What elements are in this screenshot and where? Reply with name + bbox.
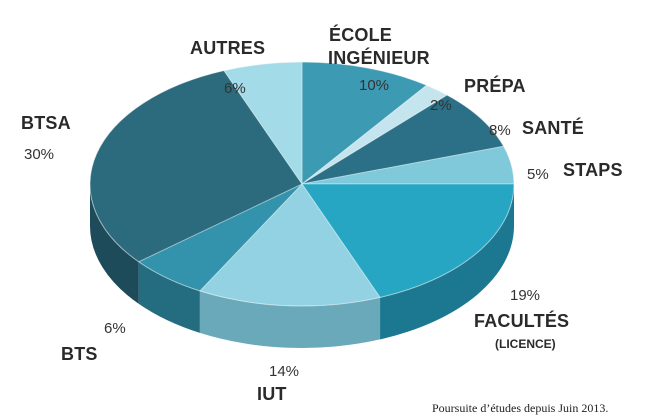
pct-facultes: 19% <box>510 287 541 304</box>
pct-iut: 14% <box>269 363 300 380</box>
pct-sante: 8% <box>489 122 511 139</box>
label-ecole-ingenieur-line1: ÉCOLE <box>329 25 393 45</box>
label-btsa: BTSA <box>21 113 71 133</box>
slice-ecole-ingenieur <box>301 61 428 186</box>
label-ecole-ingenieur-line2: INGÉNIEUR <box>328 48 430 68</box>
slice-facultes <box>301 183 515 298</box>
label-sante: SANTÉ <box>522 118 585 138</box>
label-staps: STAPS <box>563 160 623 180</box>
slice-bts <box>137 183 303 292</box>
pct-autres: 6% <box>224 80 246 97</box>
label-iut: IUT <box>257 384 287 404</box>
pie-rim <box>89 61 515 307</box>
side-wall-facultes <box>380 184 514 340</box>
label-prepa: PRÉPA <box>464 76 526 96</box>
slice-autres <box>223 61 303 186</box>
pct-prepa: 2% <box>430 97 452 114</box>
caption: Poursuite d’études depuis Juin 2013. <box>432 401 609 415</box>
label-autres: AUTRES <box>190 38 266 58</box>
slice-sante <box>301 94 505 185</box>
pct-ecole-ingenieur: 10% <box>359 77 390 94</box>
pie-sides <box>90 184 514 348</box>
label-bts: BTS <box>61 344 98 364</box>
side-wall-bts <box>138 261 200 333</box>
slice-iut <box>198 183 381 307</box>
pct-staps: 5% <box>527 166 549 183</box>
side-wall-btsa <box>90 184 139 304</box>
pct-bts: 6% <box>104 320 126 337</box>
side-wall-iut <box>199 290 381 348</box>
slice-staps <box>301 145 515 185</box>
pie-slices <box>89 61 515 307</box>
pct-btsa: 30% <box>24 146 55 163</box>
slice-prepa <box>301 84 449 185</box>
label-facultes-sub: (LICENCE) <box>495 337 556 351</box>
label-facultes: FACULTÉS <box>474 311 570 331</box>
slice-btsa <box>89 70 303 263</box>
